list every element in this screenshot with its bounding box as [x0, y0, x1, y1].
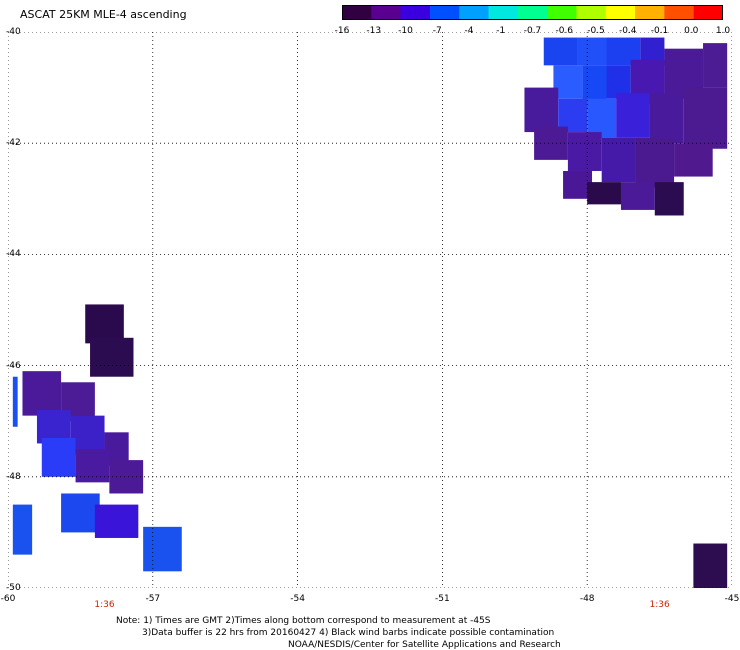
swath-cell [524, 87, 559, 133]
colorbar-swatch [459, 5, 490, 20]
longitude-tick-label: -51 [435, 594, 450, 604]
swath-cell [601, 137, 636, 183]
colorbar-tick-label: -0.5 [587, 26, 605, 36]
colorbar-tick-label: -0.1 [650, 26, 669, 36]
swath-cell [109, 460, 144, 494]
swath-cell [683, 87, 728, 149]
colorbar-swatch [664, 5, 695, 20]
time-label: 1:36 [649, 600, 670, 610]
swath-cell [693, 543, 728, 588]
longitude-tick-label: -57 [145, 594, 161, 604]
swath-cell [587, 182, 621, 205]
footnote-line-2: 3)Data buffer is 22 hrs from 20160427 4)… [142, 628, 555, 638]
colorbar-tick-label: -16 [334, 26, 350, 36]
swath-cell [703, 43, 728, 88]
colorbar-tick-label: -0.4 [618, 26, 637, 36]
colorbar-swatch [371, 5, 402, 20]
swath-cell [616, 93, 650, 138]
swath-cell [12, 504, 33, 555]
swath-cell [635, 137, 675, 188]
swath-cell [587, 98, 617, 138]
swath-cell [41, 437, 76, 477]
colorbar-swatch [400, 5, 431, 20]
latitude-tick-label: -40 [6, 27, 21, 37]
swath-cell [674, 143, 713, 177]
colorbar-swatch [693, 5, 723, 20]
latitude-tick-label: -44 [6, 249, 21, 260]
latitude-tick-label: -50 [6, 583, 21, 593]
swath-cell [567, 132, 602, 171]
longitude-tick-label: -54 [290, 594, 305, 604]
swath-cell [61, 493, 100, 533]
longitude-tick-label: -45 [724, 594, 740, 604]
map-title: ASCAT 25KM MLE-4 ascending [20, 8, 187, 21]
colorbar-tick-label: 1.0 [715, 26, 731, 36]
swath-cell [70, 415, 105, 455]
swath-cell [620, 182, 655, 210]
colorbar-swatch [635, 5, 665, 20]
colorbar-swatch [488, 5, 519, 20]
footnote-line-3: NOAA/NESDIS/Center for Satellite Applica… [288, 640, 561, 650]
swath-cell [12, 376, 18, 427]
swath-cell [654, 182, 684, 216]
colorbar-tick-label: -0.7 [523, 26, 542, 36]
colorbar-swatch [342, 5, 372, 20]
swath-cell [75, 449, 110, 483]
footnote-line-1: Note: 1) Times are GMT 2)Times along bot… [116, 616, 491, 626]
latitude-tick-label: -42 [6, 138, 21, 149]
colorbar-swatch [429, 5, 460, 20]
colorbar-tick-label: -7 [432, 26, 442, 36]
colorbar-tick-label: -10 [398, 26, 413, 36]
latitude-tick-label: -48 [6, 471, 21, 482]
colorbar-swatch [517, 5, 548, 20]
swath-cell [94, 504, 139, 538]
colorbar [342, 5, 723, 20]
colorbar-tick-label: -13 [366, 26, 382, 36]
time-label: 1:36 [94, 600, 115, 610]
latitude-tick-label: -46 [6, 360, 21, 371]
colorbar-tick-label: 0.0 [684, 26, 699, 36]
colorbar-tick-label: -4 [464, 26, 474, 36]
swath-cell [90, 337, 134, 377]
map-plot[interactable] [8, 32, 732, 588]
swath-cell [22, 371, 62, 416]
swath-cell [143, 526, 182, 572]
colorbar-labels: -16 -13 -10 -7 -4 -1 -0.7 -0.6 -0.5 -0.4 -0.1 0.0 1.… [330, 26, 735, 38]
swath-cell [85, 304, 124, 344]
swath-cell [543, 37, 578, 66]
swath-cell [577, 37, 607, 66]
longitude-tick-label: -48 [579, 594, 595, 604]
colorbar-swatch [576, 5, 607, 20]
colorbar-border [342, 5, 723, 20]
swath-cell [649, 93, 684, 144]
colorbar-swatch [605, 5, 636, 20]
colorbar-tick-label: -1 [496, 26, 506, 36]
colorbar-tick-label: -0.6 [555, 26, 574, 36]
longitude-tick-label: -60 [0, 594, 16, 604]
colorbar-swatch [547, 5, 578, 20]
swath-cell [534, 126, 568, 160]
